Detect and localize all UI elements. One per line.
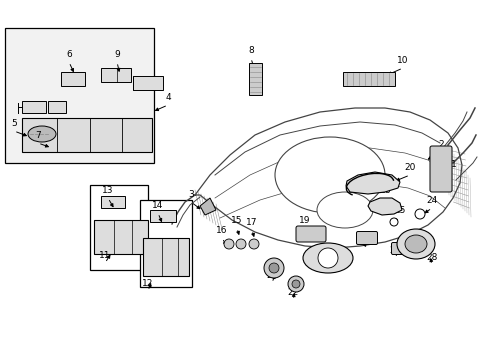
Circle shape bbox=[287, 276, 304, 292]
Bar bbox=[22, 101, 46, 113]
Circle shape bbox=[414, 209, 424, 219]
Bar bbox=[150, 210, 176, 222]
Text: 18: 18 bbox=[380, 186, 391, 195]
Bar bbox=[5, 28, 154, 163]
Circle shape bbox=[236, 239, 245, 249]
Text: 14: 14 bbox=[152, 201, 163, 210]
Text: 5: 5 bbox=[11, 119, 17, 128]
Text: 16: 16 bbox=[216, 226, 227, 235]
Bar bbox=[342, 72, 394, 86]
Bar bbox=[22, 118, 152, 152]
Circle shape bbox=[248, 239, 259, 249]
FancyBboxPatch shape bbox=[356, 231, 377, 244]
Text: 20: 20 bbox=[404, 163, 415, 172]
Circle shape bbox=[264, 258, 284, 278]
Circle shape bbox=[389, 218, 397, 226]
Bar bbox=[48, 101, 66, 113]
Bar bbox=[61, 72, 85, 86]
Bar bbox=[101, 68, 131, 82]
FancyBboxPatch shape bbox=[391, 243, 412, 255]
Text: 12: 12 bbox=[142, 279, 153, 288]
Text: 9: 9 bbox=[114, 50, 120, 59]
FancyBboxPatch shape bbox=[295, 226, 325, 242]
Text: 8: 8 bbox=[247, 46, 253, 55]
Bar bbox=[248, 63, 262, 95]
Bar bbox=[142, 238, 189, 276]
Ellipse shape bbox=[404, 235, 426, 253]
Text: 26: 26 bbox=[388, 246, 400, 255]
Bar bbox=[94, 220, 148, 254]
Text: 4: 4 bbox=[165, 93, 170, 102]
Text: 11: 11 bbox=[99, 251, 110, 260]
Text: 22: 22 bbox=[287, 288, 298, 297]
Text: 17: 17 bbox=[246, 218, 257, 227]
Text: 23: 23 bbox=[266, 271, 277, 280]
FancyBboxPatch shape bbox=[429, 146, 451, 192]
Polygon shape bbox=[346, 172, 399, 194]
Ellipse shape bbox=[28, 126, 56, 142]
Text: 2: 2 bbox=[437, 140, 443, 149]
Circle shape bbox=[224, 239, 234, 249]
Text: 6: 6 bbox=[66, 50, 72, 59]
Ellipse shape bbox=[303, 243, 352, 273]
Bar bbox=[101, 196, 125, 208]
Text: 13: 13 bbox=[102, 186, 114, 195]
Polygon shape bbox=[367, 198, 401, 215]
Text: 10: 10 bbox=[396, 56, 408, 65]
Text: 28: 28 bbox=[426, 253, 437, 262]
Text: 27: 27 bbox=[357, 236, 368, 245]
Circle shape bbox=[291, 280, 299, 288]
Ellipse shape bbox=[274, 137, 384, 213]
Text: 15: 15 bbox=[231, 216, 242, 225]
Polygon shape bbox=[200, 198, 216, 215]
Circle shape bbox=[268, 263, 279, 273]
Circle shape bbox=[317, 248, 337, 268]
Text: 24: 24 bbox=[426, 196, 437, 205]
Ellipse shape bbox=[396, 229, 434, 259]
Text: 7: 7 bbox=[35, 131, 41, 140]
Bar bbox=[90, 185, 148, 270]
Bar bbox=[133, 76, 163, 90]
Ellipse shape bbox=[316, 192, 372, 228]
Text: 1: 1 bbox=[450, 160, 456, 169]
Text: 25: 25 bbox=[393, 206, 405, 215]
Text: 19: 19 bbox=[299, 216, 310, 225]
Text: 3: 3 bbox=[188, 190, 193, 199]
Bar bbox=[140, 200, 192, 287]
Text: 21: 21 bbox=[324, 258, 335, 267]
